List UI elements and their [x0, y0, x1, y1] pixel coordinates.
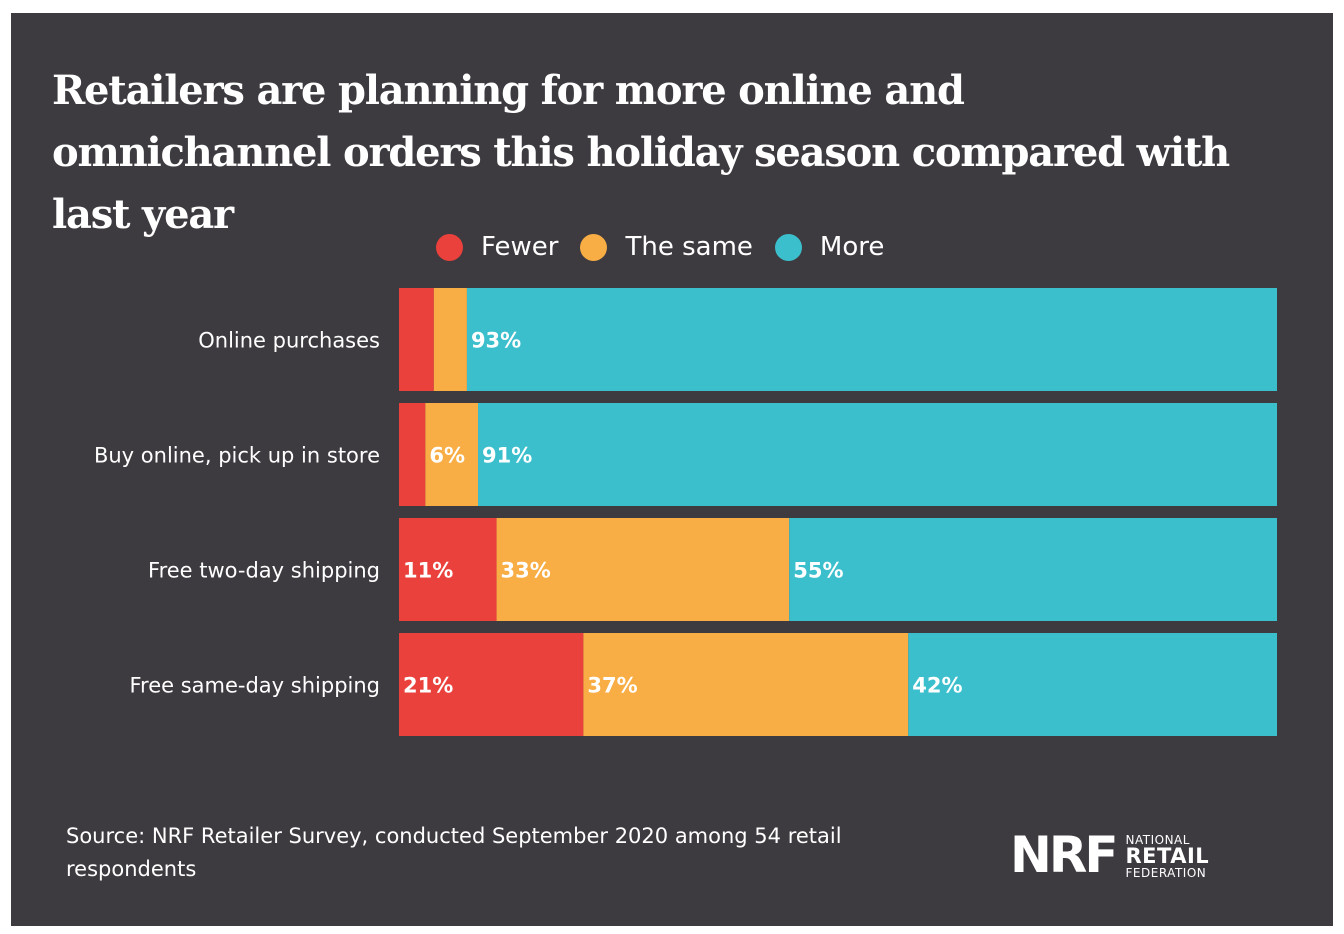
bar-the-same-free-two-day-shipping [496, 518, 790, 621]
data-label-more-free-two-day-shipping: 55% [793, 559, 843, 583]
legend-swatch-fewer [436, 233, 463, 261]
data-label-more-free-same-day-shipping: 42% [912, 674, 962, 698]
bar-fewer-online-purchases [399, 288, 434, 391]
legend-swatch-more [774, 233, 802, 261]
category-label-free-two-day-shipping: Free two-day shipping [148, 559, 380, 583]
bar-fewer-free-two-day-shipping [399, 518, 497, 621]
logo-line-1: NATIONAL [1125, 833, 1190, 847]
bar-more-buy-online-pick-up-in-store [478, 403, 1277, 506]
chart-legend: Fewer The same More [436, 232, 906, 262]
bar-more-free-two-day-shipping [789, 518, 1277, 621]
legend-label-more: More [819, 232, 885, 262]
logo-mark: NRF [1010, 826, 1119, 884]
legend-label-fewer: Fewer [481, 232, 559, 262]
data-label-the-same-free-two-day-shipping: 33% [501, 559, 551, 583]
bar-the-same-buy-online-pick-up-in-store [425, 403, 479, 506]
category-label-online-purchases: Online purchases [198, 329, 380, 353]
bar-the-same-free-same-day-shipping [583, 633, 909, 736]
legend-item-fewer: Fewer [436, 232, 558, 262]
data-label-the-same-buy-online-pick-up-in-store: 6% [429, 444, 465, 468]
logo-line-3: FEDERATION [1125, 866, 1207, 880]
bar-more-online-purchases [466, 288, 1277, 391]
source-note: Source: NRF Retailer Survey, conducted S… [66, 824, 842, 881]
legend-item-more: More [774, 232, 885, 262]
logo-wordmark: NATIONAL RETAIL FEDERATION [1126, 834, 1210, 879]
category-label-buy-online-pick-up-in-store: Buy online, pick up in store [94, 444, 380, 468]
bar-fewer-free-same-day-shipping [399, 633, 584, 736]
logo-line-2: RETAIL [1125, 844, 1210, 868]
data-label-fewer-free-two-day-shipping: 11% [403, 559, 453, 583]
legend-swatch-same [580, 233, 608, 261]
nrf-logo: NRF NATIONAL RETAIL FEDERATION [1010, 830, 1209, 880]
bar-fewer-buy-online-pick-up-in-store [399, 403, 426, 506]
legend-item-same: The same [580, 232, 753, 262]
bar-the-same-online-purchases [433, 288, 467, 391]
data-label-more-online-purchases: 93% [471, 329, 521, 353]
data-label-the-same-free-same-day-shipping: 37% [587, 674, 637, 698]
chart-title: Retailers are planning for more online a… [52, 67, 1230, 238]
data-label-fewer-free-same-day-shipping: 21% [403, 674, 453, 698]
data-label-more-buy-online-pick-up-in-store: 91% [482, 444, 532, 468]
bar-more-free-same-day-shipping [908, 633, 1277, 736]
legend-label-same: The same [625, 232, 753, 262]
category-label-free-same-day-shipping: Free same-day shipping [129, 674, 380, 698]
